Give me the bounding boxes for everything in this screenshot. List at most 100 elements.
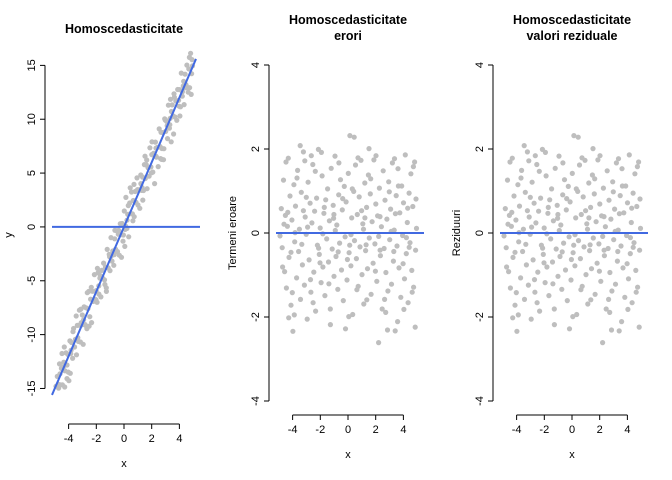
data-point (337, 177, 344, 183)
data-point (601, 247, 607, 253)
data-point (285, 155, 291, 161)
data-point (534, 300, 540, 306)
data-point (512, 302, 518, 308)
y-axis-label: y (3, 232, 15, 238)
data-point (326, 218, 332, 224)
data-point (308, 289, 314, 295)
data-point (162, 117, 168, 123)
data-point (513, 217, 519, 223)
data-point (355, 155, 361, 161)
data-point (526, 214, 532, 220)
data-point (374, 278, 380, 284)
data-point (285, 209, 291, 215)
data-point (310, 161, 316, 168)
data-point (501, 233, 507, 239)
data-point (522, 189, 528, 195)
y-tick-label: -2 (250, 312, 262, 322)
data-point (313, 308, 319, 314)
data-point (551, 322, 558, 328)
data-point (521, 143, 527, 149)
data-point (573, 186, 579, 192)
data-point (544, 264, 550, 270)
data-point (359, 272, 365, 278)
data-point (365, 172, 371, 178)
data-point (579, 155, 585, 161)
data-point (518, 175, 524, 181)
data-point (297, 143, 303, 149)
data-point (343, 199, 349, 205)
data-point (509, 209, 515, 215)
data-point (613, 160, 620, 166)
data-point (169, 102, 175, 108)
data-point (604, 168, 610, 174)
data-point (344, 277, 350, 283)
data-point (287, 193, 293, 199)
data-point (281, 221, 287, 227)
data-point (277, 233, 283, 239)
data-point (364, 204, 370, 210)
data-point (607, 309, 613, 315)
data-point (294, 175, 300, 181)
data-point (587, 248, 593, 254)
data-point (603, 306, 609, 312)
data-point (359, 208, 365, 214)
data-point (542, 280, 548, 286)
data-point (631, 240, 637, 246)
data-point (411, 284, 417, 290)
data-point (606, 197, 612, 203)
data-point (576, 162, 583, 168)
data-point (409, 289, 415, 295)
data-point (346, 250, 352, 256)
data-point (566, 234, 572, 240)
data-point (529, 179, 535, 185)
data-point (546, 293, 552, 299)
data-point (310, 300, 316, 306)
y-tick-label: 0 (474, 230, 486, 236)
data-point (624, 261, 630, 267)
data-point (562, 267, 569, 273)
data-point (126, 234, 132, 240)
data-point (73, 352, 80, 358)
y-tick-label: 4 (250, 62, 262, 68)
data-point (519, 167, 525, 173)
data-point (123, 194, 129, 200)
data-point (370, 260, 376, 266)
data-point (569, 170, 575, 176)
data-point (533, 220, 539, 226)
data-point (325, 186, 331, 192)
data-point (328, 165, 334, 171)
data-point (591, 191, 597, 197)
data-point (376, 233, 382, 239)
data-point (413, 247, 419, 253)
data-point (575, 134, 581, 140)
data-point (570, 250, 576, 256)
data-point (516, 239, 522, 245)
data-point (617, 193, 623, 199)
chart-title-line-2: erori (334, 29, 362, 43)
y-tick-label: -5 (26, 276, 38, 286)
data-point (551, 306, 557, 312)
data-point (627, 235, 634, 241)
data-point (541, 225, 547, 231)
data-point (619, 319, 625, 325)
data-point (347, 133, 353, 139)
data-point (307, 277, 314, 283)
data-point (383, 309, 389, 315)
data-point (401, 306, 407, 312)
data-point (616, 328, 622, 334)
y-tick-label: 10 (26, 113, 38, 125)
data-point (165, 102, 171, 108)
x-tick-label: 4 (624, 424, 630, 436)
x-tick-label: 0 (345, 424, 351, 436)
data-point (302, 214, 308, 220)
data-point (609, 288, 615, 294)
data-point (511, 193, 517, 199)
data-point (319, 173, 325, 179)
data-point (368, 176, 374, 182)
data-point (320, 264, 326, 270)
data-point (578, 211, 584, 218)
data-point (386, 179, 392, 185)
data-point (354, 211, 360, 218)
data-point (548, 236, 554, 242)
data-point (152, 181, 158, 187)
